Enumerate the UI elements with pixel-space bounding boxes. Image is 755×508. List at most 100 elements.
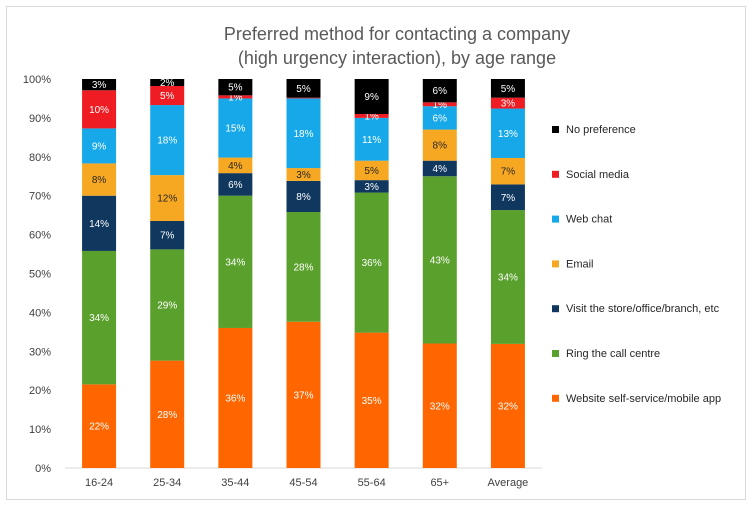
data-label: 7%	[501, 193, 516, 204]
bar-segment	[354, 332, 389, 468]
bar-segment	[82, 128, 117, 164]
bar-segment	[150, 249, 185, 361]
bar-segment	[150, 105, 185, 176]
bar-stack-55-64: 35% 36% 3% 5% 11% 1% 9%	[354, 79, 389, 468]
y-tick-label: 60%	[29, 230, 51, 242]
x-tick-label: 65+	[430, 477, 449, 489]
data-label: 7%	[160, 231, 175, 242]
data-label: 7%	[501, 167, 516, 178]
data-label: 3%	[92, 80, 107, 91]
chart-title-line-1: Preferred method for contacting a compan…	[224, 24, 570, 44]
legend-item: No preference	[552, 124, 636, 136]
y-tick-label: 80%	[29, 152, 51, 164]
bar-segment	[422, 102, 457, 107]
legend-label: Email	[566, 258, 594, 270]
data-label: 28%	[293, 262, 313, 273]
data-label: 11%	[362, 135, 381, 146]
bar-segment	[354, 160, 389, 181]
data-label: 4%	[228, 161, 243, 172]
data-label: 5%	[501, 84, 516, 95]
x-tick-label: Average	[488, 477, 529, 489]
data-label: 6%	[228, 180, 243, 191]
data-label: 6%	[433, 86, 448, 97]
bar-segment	[490, 343, 525, 468]
data-label: 28%	[157, 410, 177, 421]
data-label: 18%	[157, 136, 177, 147]
y-tick-label: 40%	[29, 307, 51, 319]
legend-swatch	[552, 350, 559, 357]
bar-segment	[150, 175, 185, 221]
bar-segment	[490, 210, 525, 344]
y-axis: 0% 10% 20% 30% 40% 50% 60% 70% 80% 90% 100%	[23, 74, 51, 475]
legend-item: Web chat	[552, 214, 612, 226]
legend-label: Visit the store/office/branch, etc	[566, 303, 720, 315]
legend-swatch	[552, 215, 559, 223]
bar-stack-25-34: 28% 29% 7% 12% 18% 5% 2%	[150, 78, 185, 468]
data-label: 9%	[364, 92, 379, 103]
legend-label: No preference	[566, 124, 636, 136]
bar-segment	[354, 180, 389, 193]
data-label: 29%	[157, 301, 177, 312]
data-label: 15%	[225, 124, 245, 135]
bar-segment	[354, 79, 389, 115]
bar-segment	[422, 79, 457, 103]
x-tick-label: 35-44	[221, 477, 249, 489]
bar-segment	[150, 360, 185, 468]
chart-title-line-2: (high urgency interaction), by age range	[238, 48, 556, 68]
bar-segment	[286, 98, 321, 169]
legend-swatch	[552, 170, 559, 178]
x-tick-label: 25-34	[153, 477, 181, 489]
data-label: 8%	[296, 192, 311, 203]
data-label: 8%	[92, 175, 107, 186]
bar-segment	[218, 157, 253, 174]
bar-stack-45-54: 37% 28% 8% 3% 18% 5%	[286, 79, 321, 468]
bar-stack-65-: 32% 43% 4% 8% 6% 1% 6%	[422, 79, 457, 468]
data-label: 13%	[498, 129, 518, 140]
legend-label: Website self-service/mobile app	[566, 393, 721, 405]
x-tick-label: 45-54	[289, 477, 317, 489]
legend-swatch	[552, 305, 559, 313]
bar-segment	[150, 79, 185, 87]
data-label: 32%	[430, 401, 450, 412]
data-label: 5%	[364, 166, 379, 177]
y-tick-label: 50%	[29, 269, 51, 281]
data-label: 4%	[433, 164, 448, 175]
y-tick-label: 30%	[29, 346, 51, 358]
legend-item: Visit the store/office/branch, etc	[552, 303, 720, 315]
bar-segment	[490, 97, 525, 109]
legend-swatch	[552, 260, 559, 268]
bar-segment	[218, 95, 253, 99]
bar-segment	[422, 160, 457, 177]
data-label: 1%	[433, 100, 448, 111]
data-label: 3%	[501, 99, 516, 110]
bar-segment	[150, 86, 185, 106]
legend: No preference Social media Web chat Email Vi…	[552, 124, 721, 405]
data-label: 8%	[433, 141, 448, 152]
legend-item: Ring the call centre	[552, 348, 660, 360]
x-tick-label: 16-24	[85, 477, 113, 489]
bar-stack-35-44: 36% 34% 6% 4% 15% 1%5%	[218, 79, 253, 468]
legend-item: Email	[552, 258, 594, 270]
data-label: 9%	[92, 141, 107, 152]
data-label: 34%	[225, 257, 245, 268]
data-label: 3%	[364, 182, 379, 193]
bar-segment	[354, 192, 389, 333]
bar-segment	[286, 321, 321, 468]
data-label: 35%	[362, 396, 382, 407]
bar-segment	[218, 173, 253, 196]
bar-segment	[286, 97, 321, 99]
bar-segment	[218, 98, 253, 158]
bar-segment	[218, 327, 253, 468]
bar-segment	[490, 184, 525, 211]
bars: 22%34%14%8%9%10%3%28%29%7%12%18%5%2%36%3…	[82, 78, 525, 468]
legend-swatch	[552, 394, 559, 402]
bar-segment	[286, 168, 321, 181]
bar-segment	[286, 79, 321, 98]
bar-segment	[286, 180, 321, 213]
data-label: 34%	[498, 273, 518, 284]
x-axis: 16-24 25-34 35-44 45-54 55-64 65+ Average	[65, 467, 542, 489]
chart-title: Preferred method for contacting a compan…	[224, 24, 570, 68]
data-label: 5%	[160, 91, 175, 102]
bar-segment	[218, 79, 253, 96]
bar-segment	[286, 212, 321, 322]
